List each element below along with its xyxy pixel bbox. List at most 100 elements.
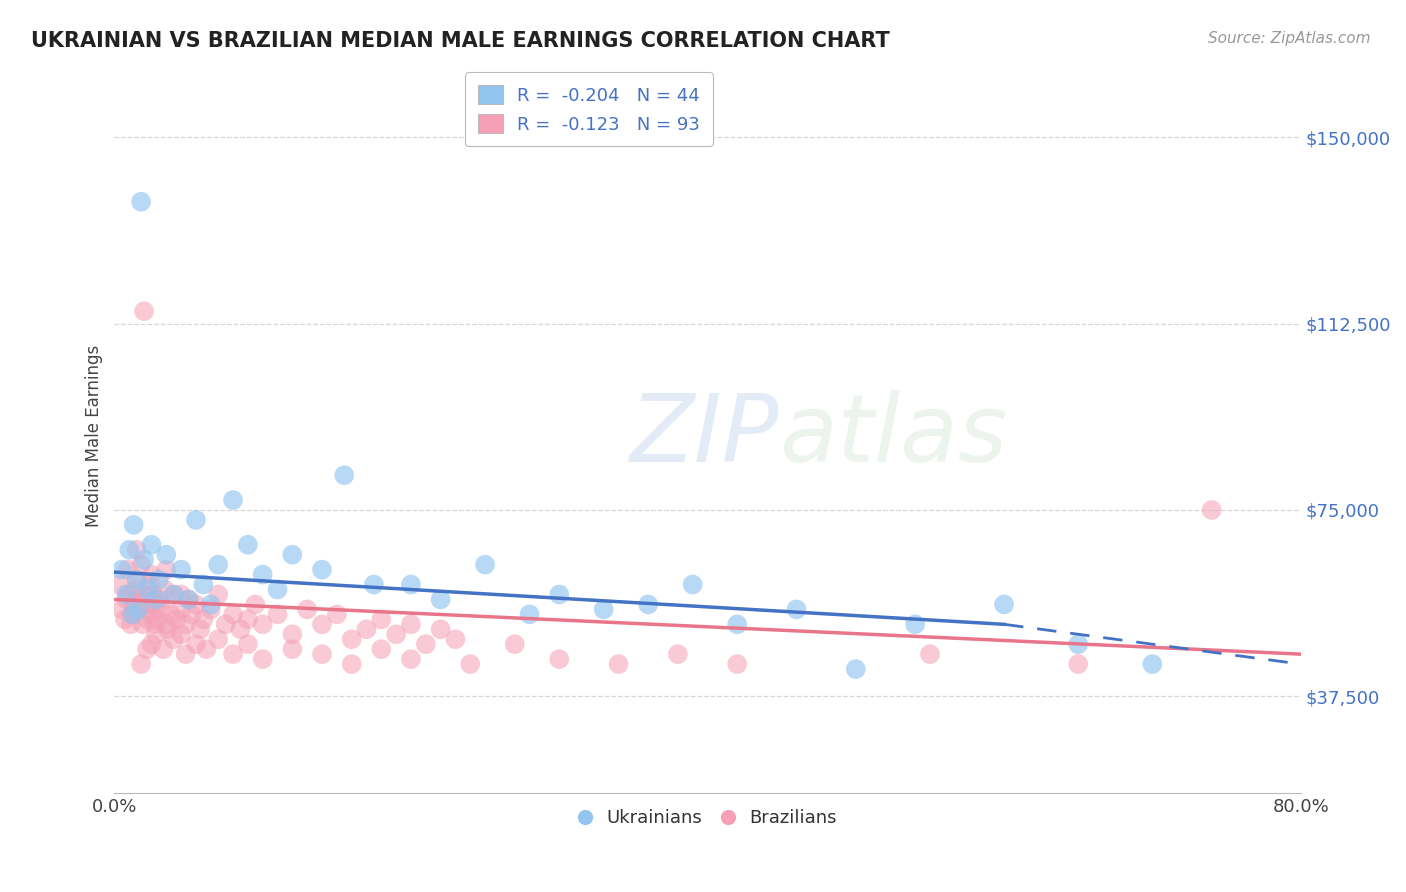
Point	[311, 563, 333, 577]
Point	[156, 622, 179, 636]
Text: Source: ZipAtlas.com: Source: ZipAtlas.com	[1208, 31, 1371, 46]
Point	[666, 647, 689, 661]
Point	[121, 607, 143, 622]
Point	[340, 632, 363, 647]
Point	[146, 612, 169, 626]
Text: ZIP: ZIP	[628, 390, 779, 481]
Point	[725, 617, 748, 632]
Point	[682, 577, 704, 591]
Point	[311, 647, 333, 661]
Point	[222, 607, 245, 622]
Point	[177, 592, 200, 607]
Point	[145, 627, 167, 641]
Point	[236, 538, 259, 552]
Point	[170, 563, 193, 577]
Point	[163, 587, 186, 601]
Point	[399, 652, 422, 666]
Point	[207, 558, 229, 572]
Point	[117, 563, 139, 577]
Point	[132, 304, 155, 318]
Point	[785, 602, 807, 616]
Point	[252, 567, 274, 582]
Point	[333, 468, 356, 483]
Point	[115, 592, 138, 607]
Point	[108, 577, 131, 591]
Point	[200, 598, 222, 612]
Point	[429, 622, 451, 636]
Point	[326, 607, 349, 622]
Point	[190, 622, 212, 636]
Point	[150, 602, 173, 616]
Point	[153, 582, 176, 597]
Point	[120, 617, 142, 632]
Point	[145, 592, 167, 607]
Point	[159, 607, 181, 622]
Point	[519, 607, 541, 622]
Point	[125, 573, 148, 587]
Point	[111, 563, 134, 577]
Point	[152, 642, 174, 657]
Point	[125, 542, 148, 557]
Point	[141, 567, 163, 582]
Point	[295, 602, 318, 616]
Point	[193, 612, 215, 626]
Point	[993, 598, 1015, 612]
Point	[170, 627, 193, 641]
Point	[132, 552, 155, 566]
Point	[281, 548, 304, 562]
Point	[111, 602, 134, 616]
Point	[170, 587, 193, 601]
Point	[121, 607, 143, 622]
Point	[195, 642, 218, 657]
Point	[311, 617, 333, 632]
Point	[139, 577, 162, 591]
Point	[725, 657, 748, 671]
Point	[127, 602, 149, 616]
Point	[155, 548, 177, 562]
Point	[114, 612, 136, 626]
Point	[141, 607, 163, 622]
Point	[356, 622, 378, 636]
Point	[170, 602, 193, 616]
Point	[370, 642, 392, 657]
Text: atlas: atlas	[779, 390, 1007, 481]
Point	[174, 617, 197, 632]
Point	[548, 652, 571, 666]
Point	[222, 493, 245, 508]
Point	[141, 637, 163, 651]
Point	[184, 637, 207, 651]
Point	[143, 617, 166, 632]
Point	[548, 587, 571, 601]
Point	[222, 647, 245, 661]
Point	[444, 632, 467, 647]
Point	[845, 662, 868, 676]
Point	[122, 598, 145, 612]
Point	[214, 617, 236, 632]
Point	[429, 592, 451, 607]
Point	[592, 602, 614, 616]
Point	[118, 542, 141, 557]
Point	[1201, 503, 1223, 517]
Point	[115, 587, 138, 601]
Point	[129, 558, 152, 572]
Point	[141, 538, 163, 552]
Point	[245, 598, 267, 612]
Point	[166, 612, 188, 626]
Point	[184, 598, 207, 612]
Point	[135, 587, 157, 601]
Point	[399, 577, 422, 591]
Point	[252, 652, 274, 666]
Point	[136, 612, 159, 626]
Point	[136, 582, 159, 597]
Point	[127, 592, 149, 607]
Point	[385, 627, 408, 641]
Point	[136, 642, 159, 657]
Point	[340, 657, 363, 671]
Point	[252, 617, 274, 632]
Point	[200, 602, 222, 616]
Point	[503, 637, 526, 651]
Point	[118, 587, 141, 601]
Point	[128, 602, 150, 616]
Point	[266, 582, 288, 597]
Point	[163, 587, 186, 601]
